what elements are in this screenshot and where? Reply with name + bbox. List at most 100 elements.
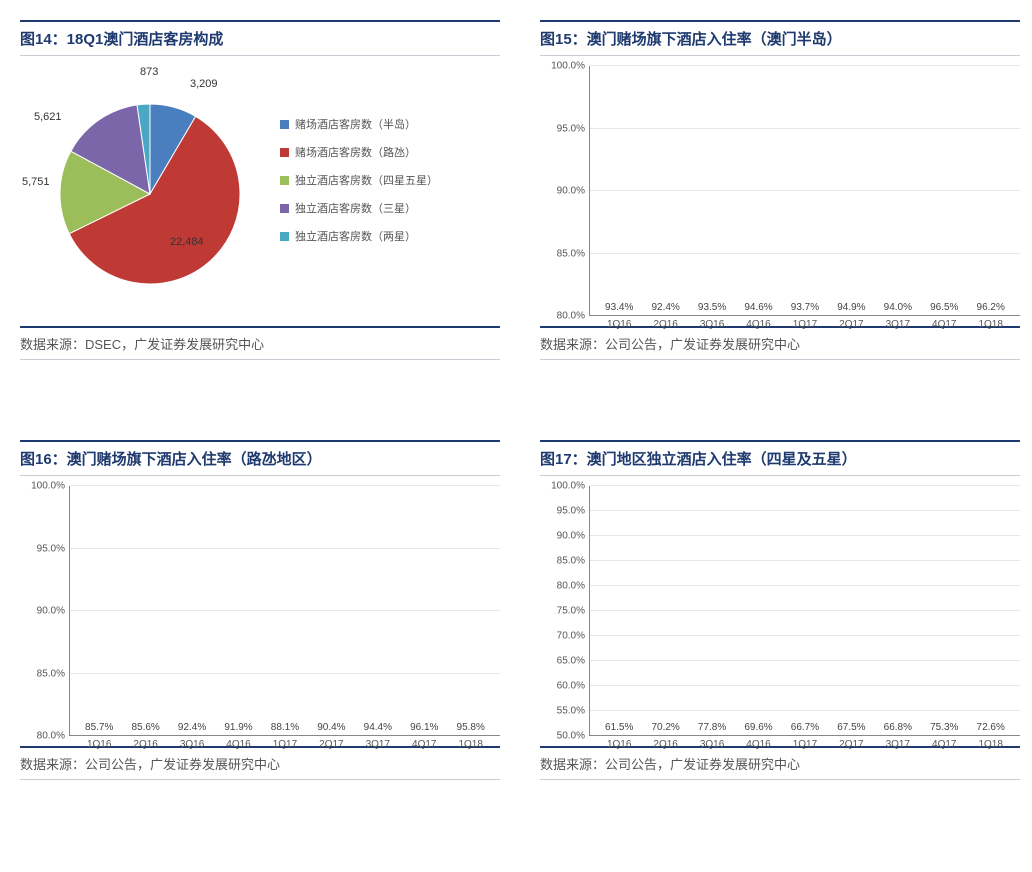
bar-group: 77.8%3Q16 — [691, 722, 733, 735]
bar-value-label: 66.7% — [791, 722, 819, 733]
y-axis-tick: 60.0% — [557, 681, 585, 692]
chart-area: 50.0%55.0%60.0%65.0%70.0%75.0%80.0%85.0%… — [540, 476, 1020, 746]
panel-fig17: 图17：澳门地区独立酒店入住率（四星及五星） 50.0%55.0%60.0%65… — [540, 440, 1020, 780]
bar-group: 94.0%3Q17 — [877, 302, 919, 315]
bar-value-label: 77.8% — [698, 722, 726, 733]
bar-category-label: 3Q16 — [700, 739, 724, 750]
bar-category-label: 4Q16 — [746, 319, 770, 330]
bar-group: 66.7%1Q17 — [784, 722, 826, 735]
bar-group: 95.8%1Q18 — [450, 722, 492, 735]
bar-value-label: 88.1% — [271, 722, 299, 733]
y-axis-tick: 95.0% — [37, 543, 65, 554]
bar-value-label: 93.5% — [698, 302, 726, 313]
pie-svg — [20, 66, 280, 306]
y-axis-tick: 85.0% — [557, 248, 585, 259]
bar-value-label: 92.4% — [651, 302, 679, 313]
bar-category-label: 1Q18 — [978, 319, 1002, 330]
legend-swatch — [280, 148, 289, 157]
bar-category-label: 1Q17 — [793, 319, 817, 330]
y-axis-tick: 95.0% — [557, 123, 585, 134]
y-axis-tick: 90.0% — [557, 186, 585, 197]
y-axis-tick: 90.0% — [557, 531, 585, 542]
bar-group: 91.9%4Q16 — [218, 722, 260, 735]
bar-category-label: 1Q18 — [458, 739, 482, 750]
bar-chart: 80.0%85.0%90.0%95.0%100.0%85.7%1Q1685.6%… — [20, 486, 500, 736]
legend-label: 赌场酒店客房数（半岛） — [295, 116, 416, 132]
bar-group: 94.6%4Q16 — [738, 302, 780, 315]
bar-category-label: 4Q17 — [412, 739, 436, 750]
pie-slice-label: 3,209 — [190, 78, 218, 90]
y-axis-tick: 90.0% — [37, 606, 65, 617]
panel-source: 数据来源：公司公告，广发证券发展研究中心 — [540, 326, 1020, 360]
bar-group: 92.4%2Q16 — [645, 302, 687, 315]
y-axis-tick: 85.0% — [557, 556, 585, 567]
bar-group: 69.6%4Q16 — [738, 722, 780, 735]
bar-value-label: 93.7% — [791, 302, 819, 313]
legend-label: 独立酒店客房数（四星五星） — [295, 172, 438, 188]
bar-value-label: 91.9% — [224, 722, 252, 733]
bar-group: 94.4%3Q17 — [357, 722, 399, 735]
panel-source: 数据来源：DSEC，广发证券发展研究中心 — [20, 326, 500, 360]
chart-grid: 图14：18Q1澳门酒店客房构成 3,20922,4845,7515,62187… — [20, 20, 1012, 780]
y-axis-tick: 50.0% — [557, 731, 585, 742]
bar-group: 85.7%1Q16 — [78, 722, 120, 735]
panel-source: 数据来源：公司公告，广发证券发展研究中心 — [20, 746, 500, 780]
bar-value-label: 85.6% — [131, 722, 159, 733]
bar-category-label: 3Q17 — [886, 319, 910, 330]
bar-category-label: 3Q17 — [886, 739, 910, 750]
bar-group: 90.4%2Q17 — [311, 722, 353, 735]
pie-legend: 赌场酒店客房数（半岛）赌场酒店客房数（路氹）独立酒店客房数（四星五星）独立酒店客… — [280, 116, 500, 256]
bar-group: 70.2%2Q16 — [645, 722, 687, 735]
panel-fig16: 图16：澳门赌场旗下酒店入住率（路氹地区） 80.0%85.0%90.0%95.… — [20, 440, 500, 780]
legend-item: 独立酒店客房数（三星） — [280, 200, 500, 216]
bar-group: 66.8%3Q17 — [877, 722, 919, 735]
bar-group: 93.5%3Q16 — [691, 302, 733, 315]
bar-group: 85.6%2Q16 — [125, 722, 167, 735]
bar-value-label: 61.5% — [605, 722, 633, 733]
bar-value-label: 95.8% — [457, 722, 485, 733]
y-axis-tick: 95.0% — [557, 506, 585, 517]
panel-title: 图14：18Q1澳门酒店客房构成 — [20, 20, 500, 56]
bar-value-label: 92.4% — [178, 722, 206, 733]
bar-group: 61.5%1Q16 — [598, 722, 640, 735]
bar-category-label: 2Q16 — [653, 319, 677, 330]
y-axis-tick: 85.0% — [37, 668, 65, 679]
bar-value-label: 67.5% — [837, 722, 865, 733]
bar-group: 72.6%1Q18 — [970, 722, 1012, 735]
bar-value-label: 96.1% — [410, 722, 438, 733]
bar-category-label: 1Q17 — [273, 739, 297, 750]
bar-category-label: 2Q17 — [319, 739, 343, 750]
bar-category-label: 1Q17 — [793, 739, 817, 750]
legend-item: 独立酒店客房数（四星五星） — [280, 172, 500, 188]
legend-swatch — [280, 204, 289, 213]
bar-category-label: 2Q16 — [133, 739, 157, 750]
y-axis-tick: 80.0% — [557, 581, 585, 592]
legend-label: 独立酒店客房数（两星） — [295, 228, 416, 244]
pie-chart: 3,20922,4845,7515,621873 — [20, 66, 280, 306]
bar-value-label: 69.6% — [744, 722, 772, 733]
legend-label: 独立酒店客房数（三星） — [295, 200, 416, 216]
bar-value-label: 94.6% — [744, 302, 772, 313]
chart-area: 3,20922,4845,7515,621873 赌场酒店客房数（半岛）赌场酒店… — [20, 56, 500, 326]
bar-category-label: 4Q17 — [932, 739, 956, 750]
panel-source: 数据来源：公司公告，广发证券发展研究中心 — [540, 746, 1020, 780]
bar-group: 96.5%4Q17 — [923, 302, 965, 315]
legend-swatch — [280, 176, 289, 185]
bar-value-label: 96.2% — [977, 302, 1005, 313]
panel-title: 图15：澳门赌场旗下酒店入住率（澳门半岛） — [540, 20, 1020, 56]
bar-value-label: 90.4% — [317, 722, 345, 733]
bar-value-label: 93.4% — [605, 302, 633, 313]
pie-slice-label: 873 — [140, 66, 158, 78]
bar-value-label: 96.5% — [930, 302, 958, 313]
bar-value-label: 85.7% — [85, 722, 113, 733]
panel-title: 图17：澳门地区独立酒店入住率（四星及五星） — [540, 440, 1020, 476]
bar-value-label: 94.0% — [884, 302, 912, 313]
bar-group: 93.4%1Q16 — [598, 302, 640, 315]
bar-category-label: 2Q17 — [839, 739, 863, 750]
y-axis-tick: 55.0% — [557, 706, 585, 717]
y-axis-tick: 70.0% — [557, 631, 585, 642]
bar-category-label: 3Q16 — [700, 319, 724, 330]
y-axis-tick: 75.0% — [557, 606, 585, 617]
bar-group: 96.2%1Q18 — [970, 302, 1012, 315]
bar-category-label: 1Q18 — [978, 739, 1002, 750]
